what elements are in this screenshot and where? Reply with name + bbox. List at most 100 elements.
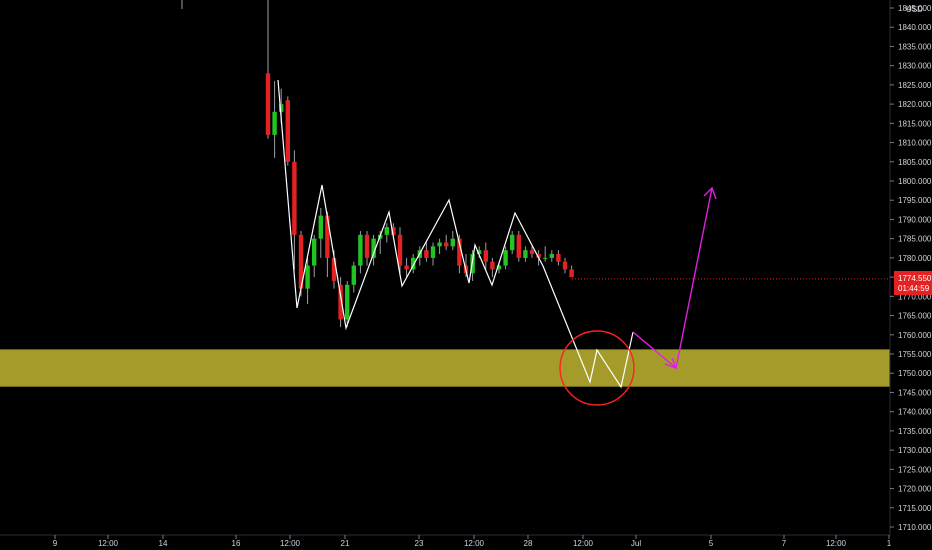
price-tick-label: 1710.000 (898, 523, 932, 532)
time-tick-label: 21 (341, 539, 350, 548)
candle-body (444, 242, 449, 247)
candle-body (483, 250, 488, 262)
price-tick-label: 1755.000 (898, 350, 932, 359)
price-tick-label: 1765.000 (898, 312, 932, 321)
candles-layer (181, 0, 890, 328)
candle-body (536, 254, 541, 258)
candle (265, 0, 271, 139)
last-price-marker: 1774.550 01:44:59 (894, 271, 932, 295)
candle (305, 257, 310, 305)
highlight-circle (559, 330, 635, 406)
support-zone (0, 349, 890, 387)
candle-body (272, 111, 277, 135)
drawings-layer (277, 79, 717, 406)
price-tick-label: 1830.000 (898, 62, 932, 71)
candle (397, 227, 403, 274)
price-tick-label: 1770.000 (898, 292, 932, 301)
candle-body (397, 234, 403, 266)
candle (549, 250, 554, 262)
price-tick-label: 1750.000 (898, 369, 932, 378)
candle (510, 230, 515, 255)
candle-body (345, 284, 350, 320)
candle (437, 238, 442, 255)
price-tick-label: 1810.000 (898, 139, 932, 148)
candle-body (325, 215, 330, 258)
candle-body (305, 265, 310, 289)
candle (523, 246, 528, 262)
candle (562, 257, 568, 274)
candle-body (391, 227, 396, 235)
candle-body (364, 234, 370, 258)
candle-body (351, 265, 356, 285)
price-tick-label: 1845.000 (898, 4, 932, 13)
price-tick-label: 1780.000 (898, 254, 932, 263)
price-tick-label: 1725.000 (898, 465, 932, 474)
candle (285, 96, 290, 166)
price-tick-label: 1745.000 (898, 388, 932, 397)
candle-body (285, 100, 290, 162)
candle-body (384, 227, 389, 235)
time-ticks[interactable]: 9 12:00 14 16 12:00 21 23 12:00 28 12:00 Jul 5 7 12:0… (53, 535, 892, 548)
candle (450, 230, 455, 251)
time-tick-label: 12:00 (826, 539, 847, 548)
candle-body (529, 250, 535, 255)
candle-body (549, 254, 554, 258)
candle-body (503, 250, 508, 266)
axes-layer (0, 0, 891, 536)
candle (351, 261, 356, 293)
price-tick-label: 1840.000 (898, 23, 932, 32)
price-tick-label: 1820.000 (898, 100, 932, 109)
candle-body (279, 104, 284, 112)
candle (345, 280, 350, 328)
candle-body (569, 269, 574, 278)
candle-body (338, 284, 343, 320)
time-tick-label: Jul (631, 539, 641, 548)
time-tick-label: 12:00 (573, 539, 594, 548)
candle-body (516, 234, 521, 258)
price-tick-label: 1825.000 (898, 81, 932, 90)
price-tick-label: 1740.000 (898, 408, 932, 417)
price-tick-label: 1785.000 (898, 235, 932, 244)
time-tick-label: 12:00 (280, 539, 301, 548)
candle (483, 242, 488, 270)
candle (444, 234, 449, 251)
candle-body (404, 265, 409, 270)
candle-body (457, 238, 462, 266)
candle-body (298, 234, 304, 289)
candle-body (358, 234, 363, 266)
candle (556, 250, 561, 266)
candle (430, 242, 436, 266)
candle (364, 230, 370, 266)
time-tick-label: 5 (709, 539, 714, 548)
candle-body (371, 238, 376, 258)
time-tick-label: 12:00 (464, 539, 485, 548)
candle-body (490, 261, 495, 270)
candle-body (510, 234, 515, 251)
candle-body (430, 246, 436, 258)
candle-body (318, 215, 323, 239)
candle (503, 246, 508, 270)
price-tick-label: 1715.000 (898, 504, 932, 513)
price-tick-label: 1795.000 (898, 196, 932, 205)
candle-body (562, 261, 568, 270)
price-tick-label: 1815.000 (898, 119, 932, 128)
candle-body (523, 250, 528, 258)
candle (529, 246, 535, 258)
candle (384, 223, 389, 243)
price-ticks[interactable]: 1710.000 1715.000 1720.000 1725.000 1730.000… (890, 4, 932, 532)
last-price-value: 1774.550 (898, 274, 932, 283)
time-tick-label: 28 (524, 539, 533, 548)
pattern-zigzag-line (277, 79, 634, 389)
candle-body (411, 257, 416, 270)
candle (272, 81, 277, 158)
forecast-arrowhead-end (703, 186, 717, 200)
price-tick-label: 1790.000 (898, 215, 932, 224)
price-tick-label: 1805.000 (898, 158, 932, 167)
candle (325, 211, 330, 278)
candle-body (437, 242, 442, 247)
price-tick-label: 1800.000 (898, 177, 932, 186)
candle (292, 150, 297, 270)
candle-body (331, 257, 337, 281)
candle-body (265, 73, 271, 135)
